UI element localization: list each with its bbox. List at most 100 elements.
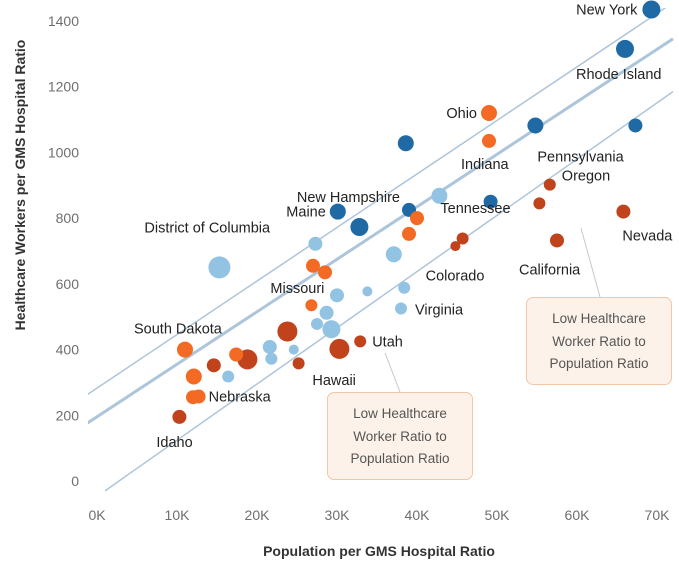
data-point-indiana <box>482 133 496 148</box>
x-tick-label: 10K <box>165 507 191 523</box>
data-point <box>628 118 643 133</box>
data-point <box>483 194 498 209</box>
annotation-line: Worker Ratio to <box>353 428 447 444</box>
annotation-line: Population Ratio <box>549 356 649 371</box>
data-point-rhode-island <box>616 39 634 58</box>
data-point <box>322 320 341 339</box>
annotation-line: Low Healthcare <box>552 311 646 326</box>
trend-line-upper <box>88 8 667 396</box>
data-point <box>533 197 546 210</box>
data-point <box>288 344 299 355</box>
data-point-oregon <box>543 178 556 191</box>
y-axis-ticks: 0 200 400 600 800 1000 1200 1400 <box>48 13 79 489</box>
data-point <box>306 258 320 273</box>
state-label-missouri: Missouri <box>270 281 324 297</box>
trend-line-lower <box>104 91 674 492</box>
data-point <box>229 347 244 362</box>
data-point-ohio <box>481 105 497 121</box>
data-point-maine <box>329 203 346 220</box>
data-point-virginia <box>395 302 407 315</box>
data-point-district-of-columbia <box>208 256 231 279</box>
state-label-california: California <box>519 262 581 278</box>
data-point <box>318 265 332 280</box>
state-label-nevada: Nevada <box>622 229 673 245</box>
data-point <box>397 135 414 152</box>
data-point-missouri <box>305 299 318 312</box>
state-label-indiana: Indiana <box>461 157 510 173</box>
data-point <box>385 246 402 263</box>
data-points <box>172 0 661 424</box>
data-point-idaho <box>172 409 187 424</box>
annotation-leader-lines <box>384 227 601 393</box>
data-point-south-dakota <box>177 341 193 358</box>
x-axis-title: Population per GMS Hospital Ratio <box>263 543 495 559</box>
data-point <box>398 281 411 294</box>
state-label-district-of-columbia: District of Columbia <box>144 220 271 236</box>
data-point <box>308 236 323 251</box>
x-tick-label: 50K <box>485 507 511 523</box>
x-tick-label: 30K <box>325 507 351 523</box>
data-point <box>311 317 323 330</box>
data-point-utah <box>354 335 367 348</box>
x-tick-label: 20K <box>245 507 271 523</box>
state-label-new-york: New York <box>576 3 638 19</box>
y-tick-label: 600 <box>56 276 80 292</box>
x-tick-label: 60K <box>565 507 591 523</box>
y-tick-label: 1200 <box>48 79 79 95</box>
data-point <box>450 241 461 252</box>
y-tick-label: 200 <box>56 407 80 423</box>
state-label-maine: Maine <box>286 205 326 221</box>
state-label-rhode-island: Rhode Island <box>576 67 661 83</box>
state-label-virginia: Virginia <box>415 303 464 319</box>
state-labels: New York Rhode Island Pennsylvania Ohio Indi… <box>134 3 673 451</box>
state-label-colorado: Colorado <box>426 269 485 285</box>
state-label-ohio: Ohio <box>446 106 477 122</box>
x-tick-label: 40K <box>405 507 431 523</box>
state-label-new-hampshire: New Hampshire <box>297 190 400 206</box>
data-point-california <box>550 233 564 248</box>
state-label-nebraska: Nebraska <box>209 390 272 406</box>
y-tick-label: 0 <box>71 473 79 489</box>
data-point <box>330 288 344 303</box>
data-point <box>277 321 298 342</box>
data-point <box>265 352 278 365</box>
state-label-oregon: Oregon <box>562 169 610 185</box>
data-point-nebraska <box>191 389 206 404</box>
x-tick-label: 70K <box>645 507 671 523</box>
annotation-leader-left <box>384 352 401 393</box>
trend-lines <box>88 8 674 492</box>
state-label-hawaii: Hawaii <box>312 373 356 389</box>
annotation-leader-right <box>580 227 601 298</box>
state-label-tennessee: Tennessee <box>440 201 510 217</box>
data-point <box>222 370 235 383</box>
annotation-line: Worker Ratio to <box>552 333 646 349</box>
data-point-nevada <box>616 204 631 219</box>
annotation-line: Population Ratio <box>350 451 450 466</box>
trend-line-trend <box>88 37 674 425</box>
annotation-box-left: Low Healthcare Worker Ratio to Populatio… <box>327 392 473 480</box>
state-label-utah: Utah <box>372 334 403 350</box>
x-tick-label: 0K <box>88 507 106 523</box>
data-point-colorado <box>456 232 469 245</box>
data-point <box>185 368 202 385</box>
state-label-pennsylvania: Pennsylvania <box>537 149 624 165</box>
annotation-box-right: Low Healthcare Worker Ratio to Populatio… <box>526 297 672 385</box>
annotation-line: Low Healthcare <box>353 406 447 421</box>
y-tick-label: 1400 <box>48 13 79 29</box>
data-point <box>292 357 305 370</box>
data-point <box>410 211 424 226</box>
data-point-tennessee <box>431 187 448 204</box>
y-tick-label: 1000 <box>48 144 79 160</box>
data-point-hawaii <box>329 338 350 359</box>
y-axis-title: Healthcare Workers per GMS Hospital Rati… <box>12 40 28 331</box>
data-point-new-york <box>642 0 661 19</box>
data-point <box>350 218 369 237</box>
data-point-pennsylvania <box>527 117 544 134</box>
state-label-south-dakota: South Dakota <box>134 322 223 338</box>
data-point <box>319 305 334 320</box>
x-axis-ticks: 0K 10K 20K 30K 40K 50K 60K 70K <box>88 507 670 523</box>
data-point <box>206 358 221 373</box>
data-point <box>402 226 416 241</box>
data-point <box>362 286 373 297</box>
